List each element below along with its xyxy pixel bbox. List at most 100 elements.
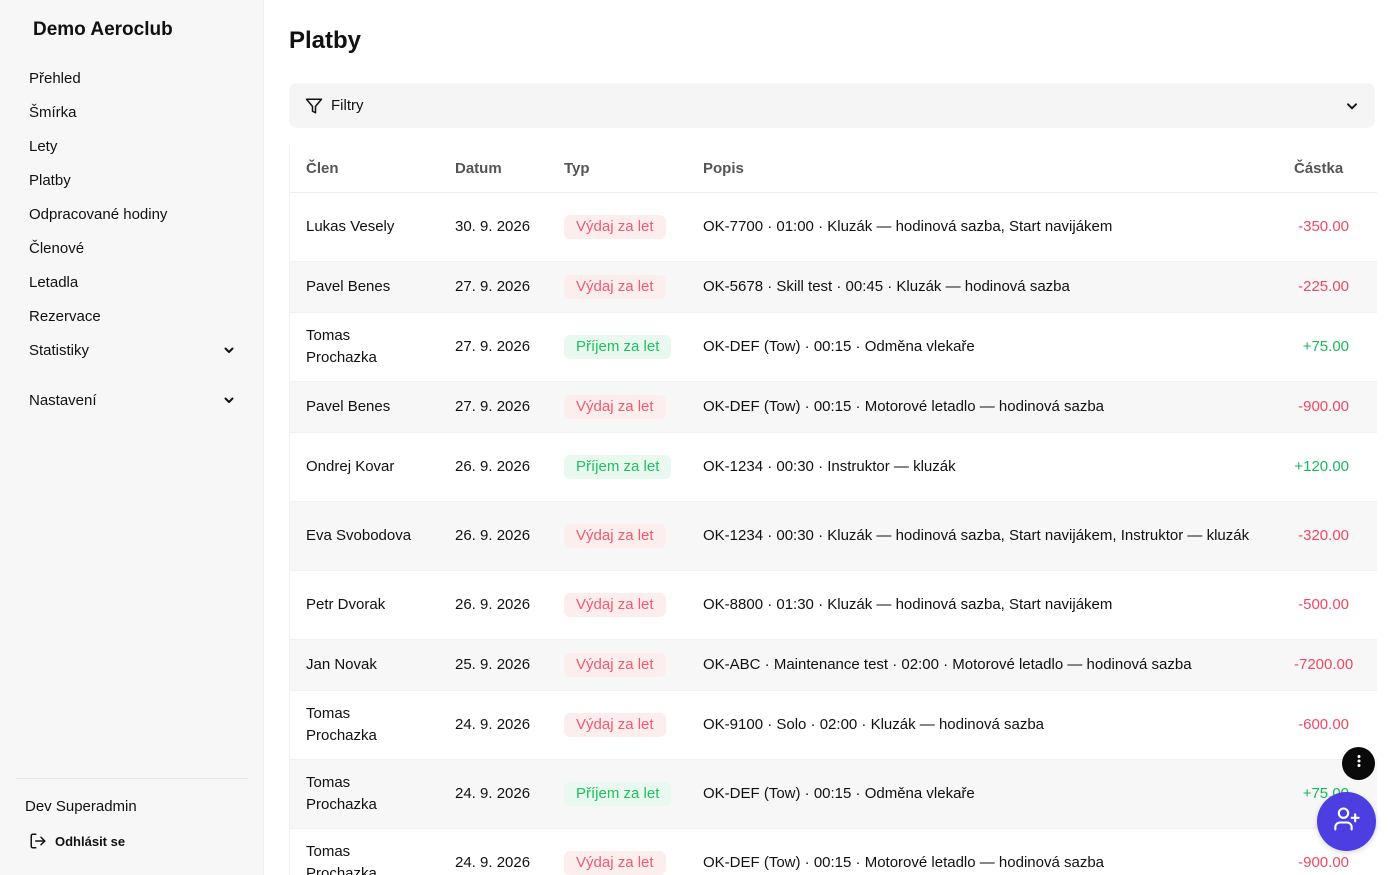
column-header-date[interactable]: Datum [439,146,548,193]
cell-description: OK-8800 · 01:30 · Kluzák — hodinová sazb… [687,570,1278,640]
type-badge: Příjem za let [564,334,672,359]
cell-date: 25. 9. 2026 [439,639,548,691]
cell-type: Příjem za let [548,432,687,502]
table-row[interactable]: Tomas Prochazka 24. 9. 2026 Příjem za le… [290,759,1377,829]
cell-member: Pavel Benes [290,381,439,433]
cell-description: OK-DEF (Tow) · 00:15 · Odměna vlekaře [687,759,1278,829]
payments-table: Člen Datum Typ Popis Částka Lukas Vesely… [290,146,1377,875]
column-header-type[interactable]: Typ [548,146,687,193]
sidebar-item-label: Rezervace [29,307,101,325]
cell-type: Výdaj za let [548,570,687,640]
chevron-down-icon [223,344,235,356]
sidebar-item-label: Platby [29,171,71,189]
cell-date: 26. 9. 2026 [439,501,548,571]
filters-label: Filtry [331,97,364,114]
cell-type: Výdaj za let [548,381,687,433]
sidebar-divider [16,778,248,779]
chevron-down-icon [223,394,235,406]
more-vertical-icon [1352,754,1366,773]
sidebar-item-smirka[interactable]: Šmírka [13,95,251,129]
cell-amount: +75.00 [1278,312,1377,382]
table-header-row: Člen Datum Typ Popis Částka [290,146,1377,193]
more-actions-button[interactable] [1342,747,1375,780]
cell-member: Jan Novak [290,639,439,691]
cell-amount: -350.00 [1278,192,1377,262]
type-badge: Výdaj za let [564,712,666,737]
cell-member: Pavel Benes [290,261,439,313]
cell-date: 24. 9. 2026 [439,690,548,760]
sidebar: Demo Aeroclub Přehled Šmírka Lety Platby… [0,0,264,875]
sidebar-item-clenove[interactable]: Členové [13,231,251,265]
logout-icon [29,832,47,850]
sidebar-item-lety[interactable]: Lety [13,129,251,163]
cell-date: 24. 9. 2026 [439,759,548,829]
sidebar-item-rezervace[interactable]: Rezervace [13,299,251,333]
table-row[interactable]: Jan Novak 25. 9. 2026 Výdaj za let OK-AB… [290,639,1377,691]
cell-member: Lukas Vesely [290,192,439,262]
filters-toggle[interactable]: Filtry [289,83,1375,128]
cell-type: Výdaj za let [548,639,687,691]
cell-type: Příjem za let [548,759,687,829]
type-badge: Výdaj za let [564,652,666,677]
table-row[interactable]: Lukas Vesely 30. 9. 2026 Výdaj za let OK… [290,192,1377,262]
table-row[interactable]: Tomas Prochazka 27. 9. 2026 Příjem za le… [290,312,1377,382]
table-row[interactable]: Petr Dvorak 26. 9. 2026 Výdaj za let OK-… [290,570,1377,640]
sidebar-item-label: Statistiky [29,341,90,359]
sidebar-item-label: Členové [29,239,85,257]
cell-date: 26. 9. 2026 [439,570,548,640]
cell-type: Výdaj za let [548,828,687,875]
cell-member: Eva Svobodova [290,501,439,571]
type-badge: Výdaj za let [564,592,666,617]
sidebar-item-platby[interactable]: Platby [13,163,251,197]
sidebar-item-label: Přehled [29,69,81,87]
cell-description: OK-1234 · 00:30 · Instruktor — kluzák [687,432,1278,502]
current-user-name: Dev Superadmin [25,798,137,815]
type-badge: Výdaj za let [564,523,666,548]
user-plus-icon [1333,805,1361,838]
cell-amount: -7200.00 [1278,639,1377,691]
sidebar-item-letadla[interactable]: Letadla [13,265,251,299]
table-row[interactable]: Tomas Prochazka 24. 9. 2026 Výdaj za let… [290,828,1377,875]
type-badge: Výdaj za let [564,394,666,419]
cell-date: 27. 9. 2026 [439,312,548,382]
cell-type: Výdaj za let [548,501,687,571]
cell-description: OK-ABC · Maintenance test · 02:00 · Moto… [687,639,1278,691]
cell-type: Příjem za let [548,312,687,382]
table-row[interactable]: Ondrej Kovar 26. 9. 2026 Příjem za let O… [290,432,1377,502]
logout-button[interactable]: Odhlásit se [29,832,125,850]
table-row[interactable]: Eva Svobodova 26. 9. 2026 Výdaj za let O… [290,501,1377,571]
cell-date: 30. 9. 2026 [439,192,548,262]
cell-description: OK-5678 · Skill test · 00:45 · Kluzák — … [687,261,1278,313]
cell-member: Tomas Prochazka [290,312,439,382]
sidebar-item-label: Odpracované hodiny [29,205,168,223]
cell-amount: -600.00 [1278,690,1377,760]
table-row[interactable]: Tomas Prochazka 24. 9. 2026 Výdaj za let… [290,690,1377,760]
sidebar-item-odpracovane-hodiny[interactable]: Odpracované hodiny [13,197,251,231]
cell-date: 26. 9. 2026 [439,432,548,502]
column-header-description[interactable]: Popis [687,146,1278,193]
logout-label: Odhlásit se [55,833,126,849]
cell-date: 27. 9. 2026 [439,381,548,433]
cell-amount: -320.00 [1278,501,1377,571]
add-member-button[interactable] [1317,792,1376,851]
type-badge: Výdaj za let [564,274,666,299]
sidebar-item-nastaveni[interactable]: Nastavení [13,383,251,417]
cell-description: OK-DEF (Tow) · 00:15 · Motorové letadlo … [687,381,1278,433]
type-badge: Příjem za let [564,781,672,806]
cell-description: OK-7700 · 01:00 · Kluzák — hodinová sazb… [687,192,1278,262]
cell-date: 27. 9. 2026 [439,261,548,313]
filter-icon [305,97,323,115]
cell-description: OK-DEF (Tow) · 00:15 · Odměna vlekaře [687,312,1278,382]
sidebar-nav: Přehled Šmírka Lety Platby Odpracované h… [13,61,251,417]
cell-date: 24. 9. 2026 [439,828,548,875]
table-row[interactable]: Pavel Benes 27. 9. 2026 Výdaj za let OK-… [290,261,1377,313]
column-header-amount[interactable]: Částka [1278,146,1377,193]
type-badge: Příjem za let [564,454,672,479]
cell-type: Výdaj za let [548,690,687,760]
sidebar-item-statistiky[interactable]: Statistiky [13,333,251,367]
column-header-member[interactable]: Člen [290,146,439,193]
table-row[interactable]: Pavel Benes 27. 9. 2026 Výdaj za let OK-… [290,381,1377,433]
sidebar-item-prehled[interactable]: Přehled [13,61,251,95]
cell-type: Výdaj za let [548,261,687,313]
cell-member: Petr Dvorak [290,570,439,640]
